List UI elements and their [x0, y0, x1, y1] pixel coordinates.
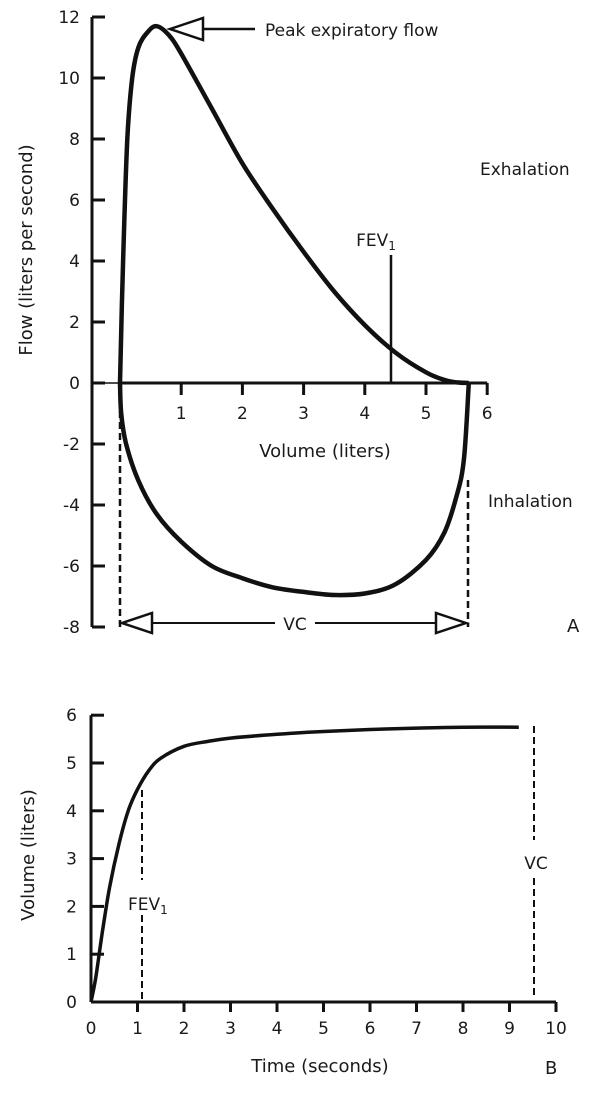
- b-x-tick-label: 8: [458, 1019, 469, 1039]
- inhalation-label: Inhalation: [488, 492, 573, 512]
- exhalation-label: Exhalation: [480, 160, 570, 180]
- a-y-tick-label: 10: [58, 69, 80, 89]
- fev1-label-b: FEV1: [128, 895, 168, 917]
- b-x-tick-label: 3: [225, 1019, 236, 1039]
- vc-left-arrowhead-icon: [118, 611, 154, 635]
- b-y-axis-title: Volume (liters): [18, 789, 39, 921]
- exhalation-curve: [117, 23, 469, 386]
- b-x-tick-label: 2: [179, 1019, 190, 1039]
- b-y-tick-label: 2: [66, 897, 77, 917]
- a-y-tick-label: 8: [69, 130, 80, 150]
- vc-label-b: VC: [524, 854, 548, 874]
- b-x-tick-label: 0: [86, 1019, 97, 1039]
- b-y-tick-label: 5: [66, 754, 77, 774]
- a-y-tick-label: -6: [63, 557, 80, 577]
- b-x-tick-label: 9: [504, 1019, 515, 1039]
- b-y-tick-label: 3: [66, 850, 77, 870]
- fev1-label-a: FEV1: [356, 231, 396, 253]
- a-y-tick-label: 6: [69, 191, 80, 211]
- b-x-axis-title: Time (seconds): [250, 1056, 388, 1077]
- flow-volume-axes: [90, 15, 489, 629]
- b-y-tick-label: 6: [66, 706, 77, 726]
- a-x-tick-label: 1: [176, 404, 187, 424]
- a-x-tick-label: 2: [237, 404, 248, 424]
- a-x-tick-label: 6: [482, 404, 493, 424]
- a-x-tick-label: 5: [421, 404, 432, 424]
- b-y-tick-label: 0: [66, 993, 77, 1013]
- a-y-tick-label: -2: [63, 435, 80, 455]
- a-y-tick-label: 12: [58, 8, 80, 28]
- volume-time-chart: 0 1 2 3 4 5 6 0 1 2 3 4 5 6 7 8 9 10 FEV1 VC Time (second…: [18, 706, 567, 1079]
- a-y-tick-label: 0: [69, 374, 80, 394]
- b-y-tick-label: 1: [66, 945, 77, 965]
- a-y-tick-label: 4: [69, 252, 80, 272]
- a-y-tick-label: -8: [63, 618, 80, 638]
- b-x-tick-label: 4: [272, 1019, 283, 1039]
- b-x-tick-label: 5: [318, 1019, 329, 1039]
- b-x-tick-label: 6: [365, 1019, 376, 1039]
- volume-time-tick-labels: 0 1 2 3 4 5 6 0 1 2 3 4 5 6 7 8 9 10: [66, 706, 567, 1039]
- a-x-tick-label: 3: [298, 404, 309, 424]
- b-x-tick-label: 10: [545, 1019, 567, 1039]
- panel-b-label: B: [545, 1058, 557, 1079]
- a-x-axis-title: Volume (liters): [259, 441, 391, 462]
- b-x-tick-label: 7: [411, 1019, 422, 1039]
- a-y-tick-label: -4: [63, 496, 80, 516]
- a-x-tick-label: 4: [359, 404, 370, 424]
- b-y-tick-label: 4: [66, 802, 77, 822]
- vc-label-a: VC: [283, 615, 307, 635]
- peak-arrowhead-icon: [166, 16, 205, 42]
- volume-time-axes: [89, 713, 558, 1012]
- a-y-tick-label: 2: [69, 313, 80, 333]
- volume-time-curve: [89, 725, 519, 1003]
- vc-right-arrowhead-icon: [434, 611, 470, 635]
- b-x-tick-label: 1: [132, 1019, 143, 1039]
- a-y-axis-title: Flow (liters per second): [16, 144, 37, 355]
- inhalation-curve: [117, 382, 472, 598]
- peak-expiratory-flow-label: Peak expiratory flow: [265, 21, 439, 41]
- panel-a-label: A: [567, 616, 580, 637]
